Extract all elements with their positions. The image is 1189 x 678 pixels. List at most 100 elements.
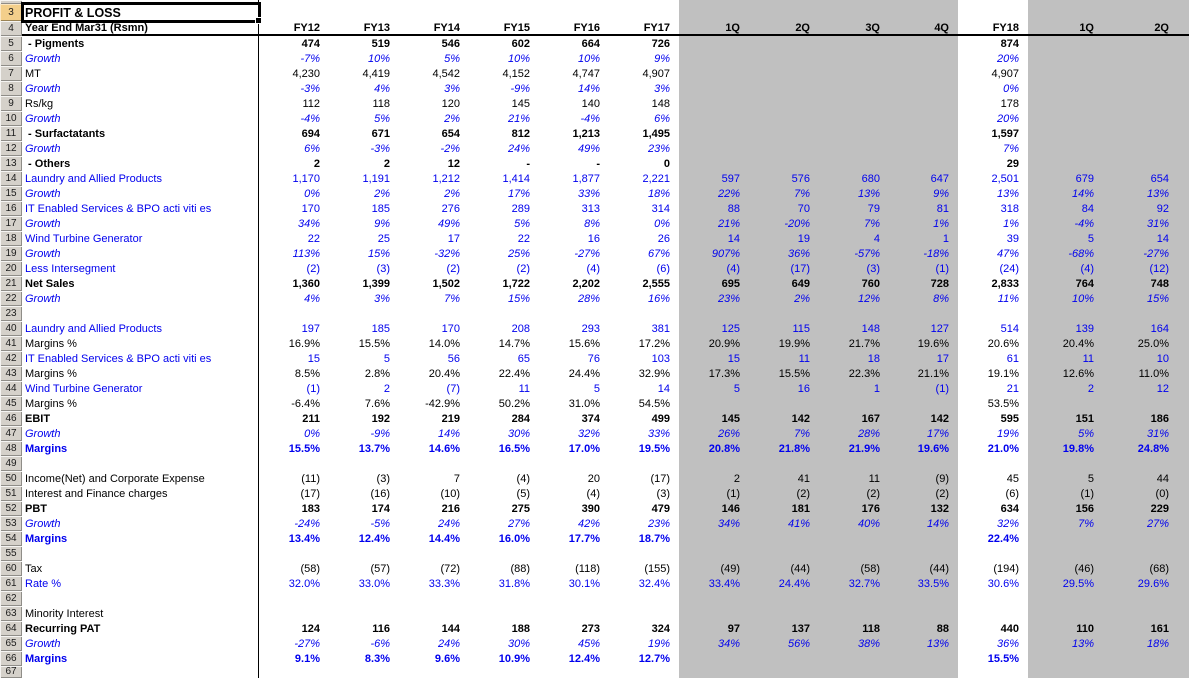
data-cell[interactable]: 29.6% xyxy=(1103,576,1178,591)
data-cell[interactable]: 1 xyxy=(889,231,958,246)
data-cell[interactable]: 21% xyxy=(507,112,530,125)
data-cell[interactable] xyxy=(958,666,1028,678)
data-cell[interactable]: 649 xyxy=(749,276,819,291)
data-cell[interactable] xyxy=(539,666,609,678)
data-cell[interactable]: 31.0% xyxy=(568,397,600,410)
data-cell[interactable] xyxy=(819,591,889,606)
data-cell[interactable] xyxy=(1103,546,1178,561)
data-cell[interactable]: 24.4% xyxy=(568,367,600,380)
row-label[interactable]: Interest and Finance charges xyxy=(22,486,259,501)
row-number-header[interactable]: 12 xyxy=(0,141,22,156)
data-cell[interactable]: 2,221 xyxy=(642,172,670,185)
data-cell[interactable]: 32.7% xyxy=(819,576,889,591)
data-cell[interactable]: 30% xyxy=(507,427,530,440)
data-cell[interactable]: 146 xyxy=(679,501,749,516)
data-cell[interactable] xyxy=(679,96,749,111)
row-label[interactable]: Growth xyxy=(22,246,259,261)
data-cell[interactable]: 144 xyxy=(441,622,460,635)
data-cell[interactable]: -3% xyxy=(300,82,320,95)
data-cell[interactable] xyxy=(469,591,539,606)
data-cell[interactable] xyxy=(609,606,679,621)
data-cell[interactable]: 21.9% xyxy=(819,441,889,456)
data-cell[interactable]: (1) xyxy=(889,381,958,396)
data-cell[interactable]: (2) xyxy=(446,262,460,275)
data-cell[interactable]: 17.2% xyxy=(638,337,670,350)
data-cell[interactable]: 24% xyxy=(437,637,460,650)
data-cell[interactable] xyxy=(259,456,329,471)
data-cell[interactable] xyxy=(679,141,749,156)
row-label[interactable]: Wind Turbine Generator xyxy=(22,231,259,246)
data-cell[interactable]: 2 xyxy=(313,157,320,170)
data-cell[interactable]: 20.8% xyxy=(679,441,749,456)
data-cell[interactable]: (72) xyxy=(440,562,460,575)
data-cell[interactable]: -27% xyxy=(1103,246,1178,261)
row-number-header[interactable]: 62 xyxy=(0,591,22,606)
data-cell[interactable]: 3% xyxy=(374,292,390,305)
data-cell[interactable] xyxy=(958,546,1028,561)
data-cell[interactable] xyxy=(679,66,749,81)
data-cell[interactable]: (4) xyxy=(679,261,749,276)
data-cell[interactable]: -5% xyxy=(370,517,390,530)
data-cell[interactable]: 546 xyxy=(441,37,460,50)
data-cell[interactable]: 647 xyxy=(889,171,958,186)
data-cell[interactable] xyxy=(539,4,609,21)
row-number-header[interactable]: 44 xyxy=(0,381,22,396)
data-cell[interactable] xyxy=(819,606,889,621)
data-cell[interactable] xyxy=(609,4,679,21)
data-cell[interactable]: 118 xyxy=(372,97,390,110)
data-cell[interactable] xyxy=(1103,531,1178,546)
data-cell[interactable] xyxy=(329,666,399,678)
row-label[interactable]: Margins % xyxy=(22,336,259,351)
data-cell[interactable]: 15 xyxy=(679,351,749,366)
row-number-header[interactable]: 60 xyxy=(0,561,22,576)
row-label[interactable]: Growth xyxy=(22,141,259,156)
data-cell[interactable]: 634 xyxy=(1000,502,1019,515)
data-cell[interactable] xyxy=(679,0,749,4)
data-cell[interactable] xyxy=(889,651,958,666)
data-cell[interactable]: 137 xyxy=(749,621,819,636)
data-cell[interactable]: 19.9% xyxy=(749,336,819,351)
data-cell[interactable]: 21.0% xyxy=(987,442,1019,455)
data-cell[interactable]: 17% xyxy=(889,426,958,441)
data-cell[interactable]: 514 xyxy=(1000,322,1019,335)
row-number-header[interactable]: 13 xyxy=(0,156,22,171)
data-cell[interactable]: 318 xyxy=(1000,202,1019,215)
data-cell[interactable]: 174 xyxy=(371,502,390,515)
data-cell[interactable]: -18% xyxy=(889,246,958,261)
data-cell[interactable]: (10) xyxy=(440,487,460,500)
data-cell[interactable] xyxy=(679,591,749,606)
data-cell[interactable]: 2.8% xyxy=(364,367,390,380)
data-cell[interactable]: 679 xyxy=(1028,171,1103,186)
data-cell[interactable] xyxy=(539,606,609,621)
data-cell[interactable]: (17) xyxy=(650,472,670,485)
data-cell[interactable]: 664 xyxy=(581,37,600,50)
data-cell[interactable]: 15.6% xyxy=(568,337,600,350)
data-cell[interactable]: (6) xyxy=(1005,487,1019,500)
data-cell[interactable]: 208 xyxy=(511,322,530,335)
data-cell[interactable] xyxy=(1103,51,1178,66)
row-label[interactable] xyxy=(22,591,259,606)
data-cell[interactable]: -42.9% xyxy=(425,397,460,410)
data-cell[interactable] xyxy=(889,156,958,171)
data-cell[interactable]: 15.5% xyxy=(358,337,390,350)
data-cell[interactable]: 11 xyxy=(749,351,819,366)
data-cell[interactable] xyxy=(539,456,609,471)
data-cell[interactable]: 5 xyxy=(679,381,749,396)
data-cell[interactable]: 1,877 xyxy=(572,172,600,185)
data-cell[interactable]: 125 xyxy=(679,321,749,336)
data-cell[interactable] xyxy=(749,0,819,4)
data-cell[interactable]: 5% xyxy=(374,112,390,125)
data-cell[interactable]: 5% xyxy=(444,52,460,65)
data-cell[interactable]: 76 xyxy=(587,352,600,365)
data-cell[interactable] xyxy=(259,591,329,606)
data-cell[interactable]: 19 xyxy=(749,231,819,246)
data-cell[interactable] xyxy=(679,126,749,141)
data-cell[interactable]: 595 xyxy=(1000,412,1019,425)
data-cell[interactable]: 142 xyxy=(749,411,819,426)
data-cell[interactable]: 24.4% xyxy=(749,576,819,591)
data-cell[interactable] xyxy=(399,4,469,21)
data-cell[interactable]: 2 xyxy=(1028,381,1103,396)
data-cell[interactable] xyxy=(1028,36,1103,51)
data-cell[interactable]: 22% xyxy=(679,186,749,201)
data-cell[interactable] xyxy=(399,606,469,621)
